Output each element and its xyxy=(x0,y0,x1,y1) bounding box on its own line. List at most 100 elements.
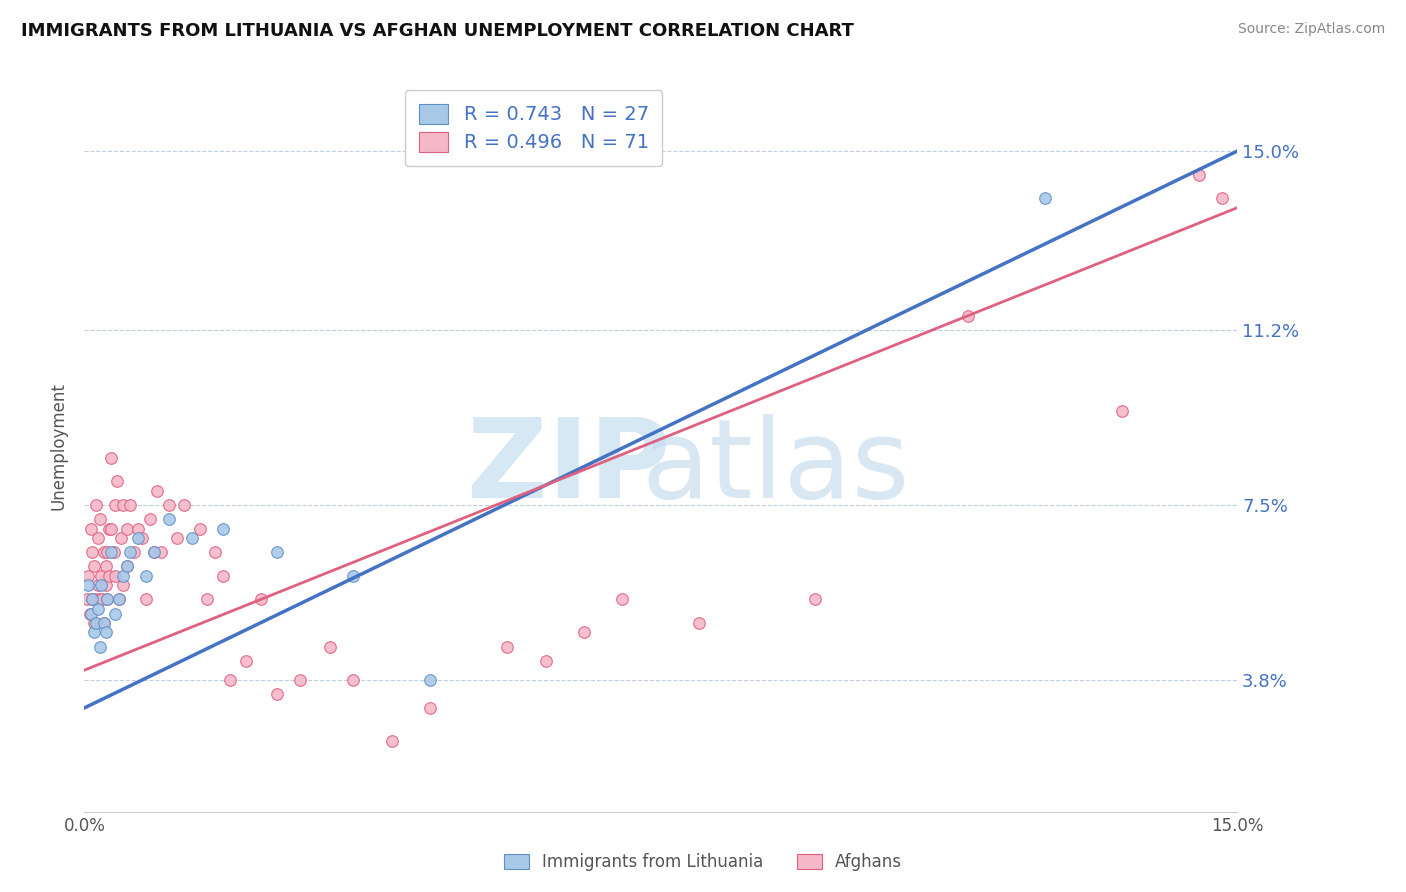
Point xyxy=(288,673,311,687)
Point xyxy=(266,687,288,701)
Point xyxy=(83,615,105,630)
Point xyxy=(96,545,118,559)
Legend: R = 0.743   N = 27, R = 0.496   N = 71: R = 0.743 N = 27, R = 0.496 N = 71 xyxy=(405,90,662,166)
Point xyxy=(127,531,149,545)
Point xyxy=(211,568,233,582)
Point xyxy=(94,578,117,592)
Point xyxy=(115,559,138,574)
Point xyxy=(104,498,127,512)
Point xyxy=(111,498,134,512)
Point xyxy=(115,522,138,536)
Point xyxy=(93,615,115,630)
Point xyxy=(111,568,134,582)
Legend: Immigrants from Lithuania, Afghans: Immigrants from Lithuania, Afghans xyxy=(495,845,911,880)
Point xyxy=(612,592,634,607)
Text: ZIP: ZIP xyxy=(467,415,671,522)
Point xyxy=(1111,403,1133,417)
Point xyxy=(77,568,100,582)
Point xyxy=(250,592,273,607)
Point xyxy=(108,592,131,607)
Point xyxy=(120,545,142,559)
Point xyxy=(381,734,404,748)
Point xyxy=(84,615,107,630)
Point xyxy=(104,607,127,621)
Point xyxy=(80,592,103,607)
Point xyxy=(572,625,595,640)
Point xyxy=(204,545,226,559)
Point xyxy=(87,531,110,545)
Point xyxy=(342,568,364,582)
Point xyxy=(534,654,557,668)
Point xyxy=(150,545,173,559)
Point xyxy=(94,559,117,574)
Text: atlas: atlas xyxy=(643,415,910,522)
Point xyxy=(103,545,125,559)
Point xyxy=(135,568,157,582)
Point xyxy=(131,531,153,545)
Point xyxy=(90,578,112,592)
Point xyxy=(219,673,242,687)
Point xyxy=(97,568,120,582)
Point xyxy=(83,625,105,640)
Point xyxy=(146,483,169,498)
Point xyxy=(91,592,114,607)
Point xyxy=(100,522,122,536)
Point xyxy=(79,522,101,536)
Point xyxy=(188,522,211,536)
Point xyxy=(108,592,131,607)
Point xyxy=(80,545,103,559)
Text: IMMIGRANTS FROM LITHUANIA VS AFGHAN UNEMPLOYMENT CORRELATION CHART: IMMIGRANTS FROM LITHUANIA VS AFGHAN UNEM… xyxy=(21,22,853,40)
Point xyxy=(124,545,146,559)
Point xyxy=(110,531,132,545)
Point xyxy=(104,568,127,582)
Point xyxy=(84,592,107,607)
Point xyxy=(496,640,519,654)
Point xyxy=(93,615,115,630)
Point xyxy=(89,640,111,654)
Point xyxy=(142,545,165,559)
Point xyxy=(79,607,101,621)
Point xyxy=(87,578,110,592)
Point xyxy=(77,578,100,592)
Point xyxy=(181,531,204,545)
Point xyxy=(100,545,122,559)
Point xyxy=(235,654,257,668)
Point xyxy=(120,498,142,512)
Point xyxy=(195,592,218,607)
Point xyxy=(115,559,138,574)
Point xyxy=(803,592,825,607)
Point xyxy=(157,512,180,526)
Point xyxy=(127,522,149,536)
Point xyxy=(93,545,115,559)
Y-axis label: Unemployment: Unemployment xyxy=(49,382,67,510)
Point xyxy=(142,545,165,559)
Point xyxy=(957,310,980,324)
Point xyxy=(84,498,107,512)
Point xyxy=(97,522,120,536)
Point xyxy=(89,512,111,526)
Point xyxy=(105,475,128,489)
Point xyxy=(1033,191,1056,205)
Point xyxy=(319,640,342,654)
Point xyxy=(96,592,118,607)
Point xyxy=(211,522,233,536)
Point xyxy=(90,568,112,582)
Point xyxy=(100,450,122,465)
Point xyxy=(1188,168,1211,182)
Point xyxy=(166,531,188,545)
Point xyxy=(688,615,710,630)
Point xyxy=(83,559,105,574)
Point xyxy=(1211,191,1233,205)
Text: Source: ZipAtlas.com: Source: ZipAtlas.com xyxy=(1237,22,1385,37)
Point xyxy=(80,592,103,607)
Point xyxy=(157,498,180,512)
Point xyxy=(94,625,117,640)
Point xyxy=(266,545,288,559)
Point xyxy=(419,673,441,687)
Point xyxy=(342,673,364,687)
Point xyxy=(138,512,160,526)
Point xyxy=(96,592,118,607)
Point xyxy=(111,578,134,592)
Point xyxy=(173,498,195,512)
Point xyxy=(87,602,110,616)
